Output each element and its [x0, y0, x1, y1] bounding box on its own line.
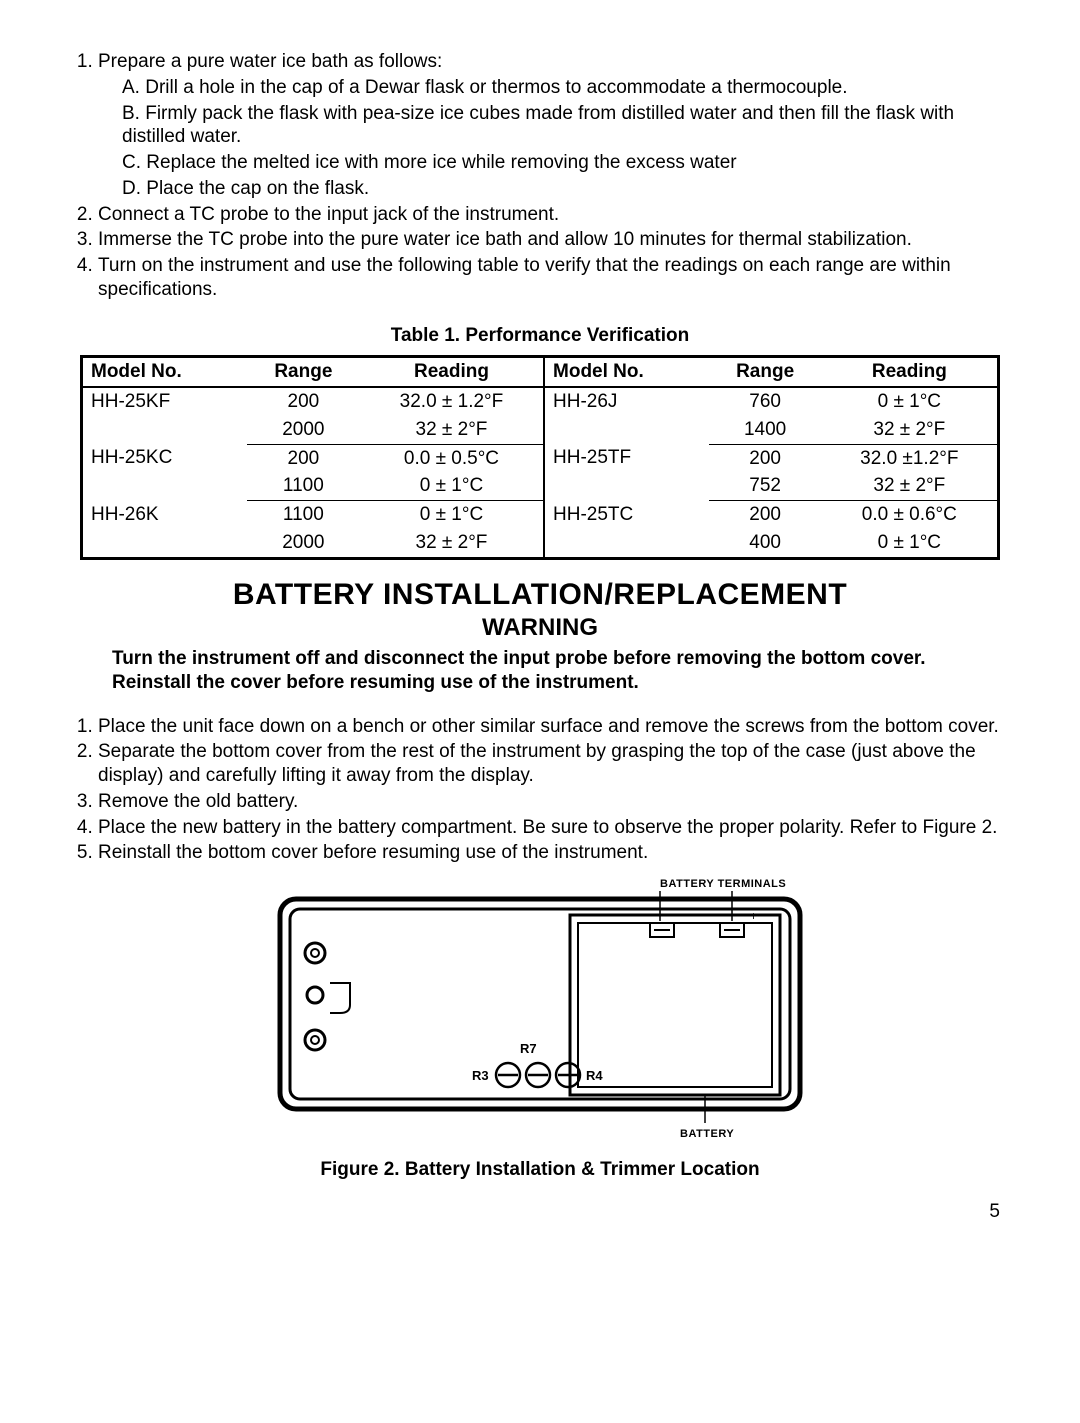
cell-reading: 32.0 ± 1.2°F — [360, 387, 544, 416]
cell-reading: 32 ± 2°F — [360, 416, 544, 444]
battery-steps: Place the unit face down on a bench or o… — [80, 715, 1000, 866]
cell-range: 1100 — [247, 472, 360, 500]
proc-step: Immerse the TC probe into the pure water… — [98, 228, 1000, 252]
battery-step: Place the new battery in the battery com… — [98, 816, 1000, 840]
cell-reading: 0 ± 1°C — [360, 472, 544, 500]
th-model: Model No. — [544, 357, 709, 387]
th-model: Model No. — [82, 357, 247, 387]
warning-text: Turn the instrument off and disconnect t… — [80, 647, 1000, 695]
cell-range: 2000 — [247, 416, 360, 444]
sub-list: A. Drill a hole in the cap of a Dewar fl… — [98, 76, 1000, 201]
cell-reading: 32 ± 2°F — [822, 472, 999, 500]
cell-reading: 32 ± 2°F — [360, 529, 544, 558]
cell-range: 200 — [709, 444, 822, 472]
battery-step: Remove the old battery. — [98, 790, 1000, 814]
cell-range: 1400 — [709, 416, 822, 444]
cell-reading: 0.0 ± 0.5°C — [360, 444, 544, 472]
th-reading: Reading — [822, 357, 999, 387]
proc-step: Connect a TC probe to the input jack of … — [98, 203, 1000, 227]
cell-reading: 0 ± 1°C — [360, 501, 544, 529]
battery-step: Separate the bottom cover from the rest … — [98, 740, 1000, 788]
cell-range: 2000 — [247, 529, 360, 558]
svg-text:+: + — [750, 909, 757, 923]
sub-item: A. Drill a hole in the cap of a Dewar fl… — [122, 76, 1000, 100]
cell-model: HH-26K — [82, 501, 247, 559]
cell-range: 760 — [709, 387, 822, 416]
proc-step-text: Prepare a pure water ice bath as follows… — [98, 51, 442, 72]
battery-step: Reinstall the bottom cover before resumi… — [98, 841, 1000, 865]
th-range: Range — [247, 357, 360, 387]
battery-label: BATTERY — [680, 1128, 734, 1140]
cell-reading: 0.0 ± 0.6°C — [822, 501, 999, 529]
proc-step: Prepare a pure water ice bath as follows… — [98, 50, 1000, 201]
warning-heading: WARNING — [80, 613, 1000, 643]
battery-step: Place the unit face down on a bench or o… — [98, 715, 1000, 739]
r4-label: R4 — [586, 1068, 603, 1083]
cell-model: HH-25KF — [82, 387, 247, 444]
cell-model: HH-25TC — [544, 501, 709, 559]
figure-caption: Figure 2. Battery Installation & Trimmer… — [80, 1158, 1000, 1182]
r3-label: R3 — [472, 1068, 489, 1083]
th-reading: Reading — [360, 357, 544, 387]
proc-step: Turn on the instrument and use the follo… — [98, 254, 1000, 302]
cell-range: 200 — [709, 501, 822, 529]
cell-range: 200 — [247, 387, 360, 416]
cell-model: HH-25TF — [544, 444, 709, 501]
page-number: 5 — [80, 1200, 1000, 1224]
sub-item: B. Firmly pack the flask with pea-size i… — [122, 102, 1000, 150]
cell-reading: 32 ± 2°F — [822, 416, 999, 444]
cell-reading: 0 ± 1°C — [822, 387, 999, 416]
cell-reading: 0 ± 1°C — [822, 529, 999, 558]
th-range: Range — [709, 357, 822, 387]
figure-2: BATTERY TERMINALS − + R7 R3 R4 BATTERY — [80, 875, 1000, 1182]
cell-reading: 32.0 ±1.2°F — [822, 444, 999, 472]
cell-model: HH-26J — [544, 387, 709, 444]
battery-diagram: BATTERY TERMINALS − + R7 R3 R4 BATTERY — [260, 875, 820, 1145]
procedure-list: Prepare a pure water ice bath as follows… — [80, 50, 1000, 302]
table-title: Table 1. Performance Verification — [80, 324, 1000, 348]
performance-table: Model No. Range Reading Model No. Range … — [80, 355, 1000, 559]
battery-heading: BATTERY INSTALLATION/REPLACEMENT — [80, 576, 1000, 614]
cell-range: 1100 — [247, 501, 360, 529]
sub-item: C. Replace the melted ice with more ice … — [122, 151, 1000, 175]
svg-text:−: − — [640, 909, 647, 923]
terminals-label: BATTERY TERMINALS — [660, 878, 786, 890]
cell-model: HH-25KC — [82, 444, 247, 501]
sub-item: D. Place the cap on the flask. — [122, 177, 1000, 201]
r7-label: R7 — [520, 1041, 537, 1056]
cell-range: 752 — [709, 472, 822, 500]
cell-range: 400 — [709, 529, 822, 558]
cell-range: 200 — [247, 444, 360, 472]
